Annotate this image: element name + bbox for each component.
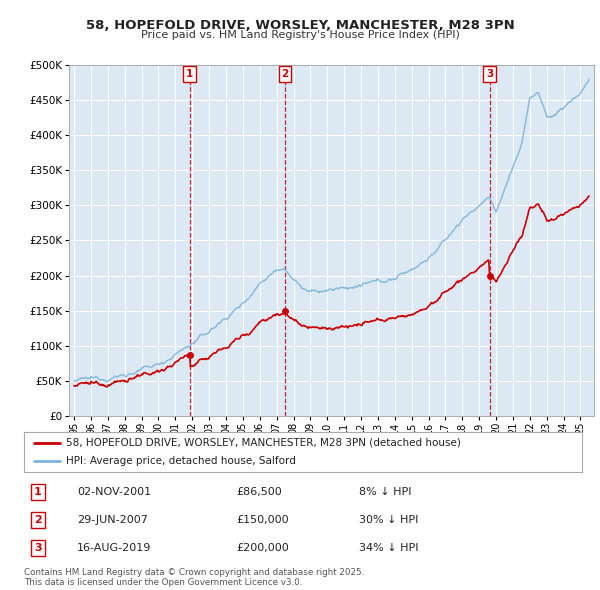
Text: £86,500: £86,500	[236, 487, 282, 497]
Text: 3: 3	[34, 543, 42, 553]
Text: HPI: Average price, detached house, Salford: HPI: Average price, detached house, Salf…	[66, 456, 296, 466]
Text: 2: 2	[34, 515, 42, 525]
Text: 8% ↓ HPI: 8% ↓ HPI	[359, 487, 412, 497]
Text: 1: 1	[34, 487, 42, 497]
Text: 1: 1	[186, 69, 193, 79]
Text: 16-AUG-2019: 16-AUG-2019	[77, 543, 151, 553]
Text: £200,000: £200,000	[236, 543, 289, 553]
Text: Contains HM Land Registry data © Crown copyright and database right 2025.
This d: Contains HM Land Registry data © Crown c…	[24, 568, 364, 587]
Text: 58, HOPEFOLD DRIVE, WORSLEY, MANCHESTER, M28 3PN (detached house): 58, HOPEFOLD DRIVE, WORSLEY, MANCHESTER,…	[66, 438, 461, 448]
Text: 30% ↓ HPI: 30% ↓ HPI	[359, 515, 418, 525]
Text: 02-NOV-2001: 02-NOV-2001	[77, 487, 151, 497]
Text: £150,000: £150,000	[236, 515, 289, 525]
Text: 29-JUN-2007: 29-JUN-2007	[77, 515, 148, 525]
Text: Price paid vs. HM Land Registry's House Price Index (HPI): Price paid vs. HM Land Registry's House …	[140, 30, 460, 40]
Text: 3: 3	[486, 69, 493, 79]
Text: 34% ↓ HPI: 34% ↓ HPI	[359, 543, 418, 553]
Text: 2: 2	[281, 69, 289, 79]
Text: 58, HOPEFOLD DRIVE, WORSLEY, MANCHESTER, M28 3PN: 58, HOPEFOLD DRIVE, WORSLEY, MANCHESTER,…	[86, 19, 514, 32]
